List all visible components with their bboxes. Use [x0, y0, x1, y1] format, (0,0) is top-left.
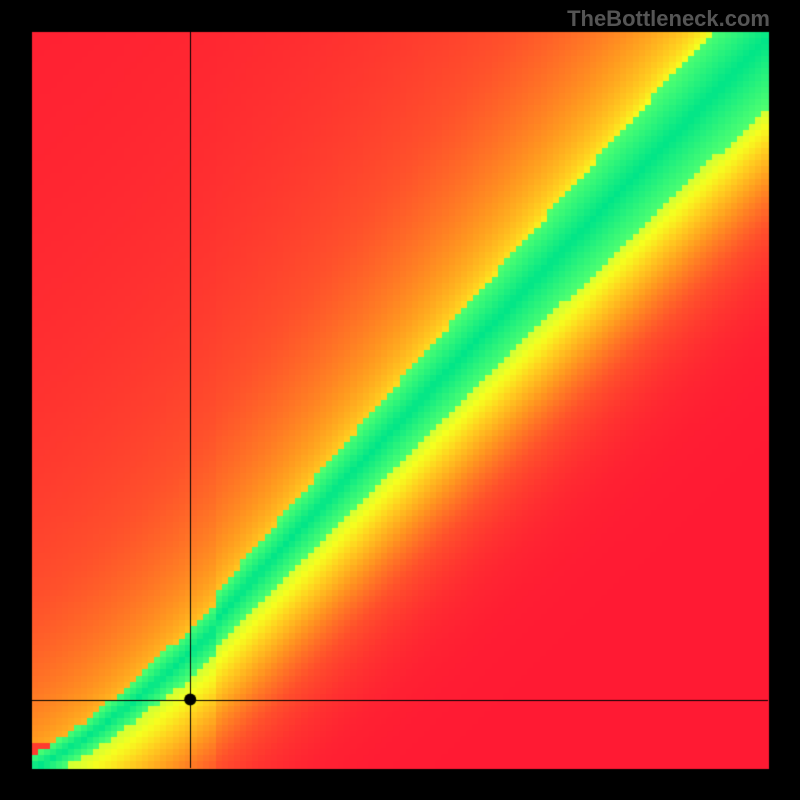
watermark-text: TheBottleneck.com — [567, 6, 770, 32]
bottleneck-heatmap — [0, 0, 800, 800]
chart-container: TheBottleneck.com — [0, 0, 800, 800]
